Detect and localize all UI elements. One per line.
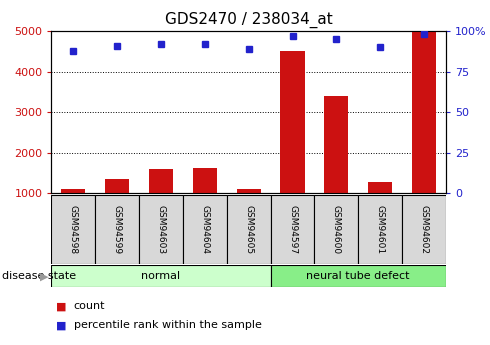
Bar [61, 189, 85, 193]
Title: GDS2470 / 238034_at: GDS2470 / 238034_at [165, 12, 333, 28]
Text: GSM94605: GSM94605 [244, 205, 253, 254]
Text: neural tube defect: neural tube defect [306, 271, 410, 281]
Text: percentile rank within the sample: percentile rank within the sample [74, 321, 261, 330]
Bar [315, 195, 358, 264]
Text: count: count [74, 302, 105, 311]
Text: normal: normal [142, 271, 181, 281]
Bar [237, 189, 261, 193]
Text: disease state: disease state [2, 271, 80, 281]
Bar [105, 179, 129, 193]
Bar [270, 265, 446, 287]
Bar [280, 51, 305, 193]
Bar [227, 195, 270, 264]
Text: GSM94603: GSM94603 [156, 205, 166, 254]
Bar [358, 195, 402, 264]
Text: GSM94604: GSM94604 [200, 205, 209, 254]
Bar [51, 265, 270, 287]
Text: ▶: ▶ [40, 271, 49, 281]
Bar [412, 32, 436, 193]
Bar [402, 195, 446, 264]
Bar [139, 195, 183, 264]
Text: GSM94599: GSM94599 [113, 205, 122, 254]
Text: GSM94597: GSM94597 [288, 205, 297, 254]
Text: GSM94600: GSM94600 [332, 205, 341, 254]
Bar [95, 195, 139, 264]
Bar [368, 182, 392, 193]
Bar [193, 168, 217, 193]
Text: GSM94601: GSM94601 [376, 205, 385, 254]
Text: ■: ■ [56, 302, 67, 311]
Text: ■: ■ [56, 321, 67, 330]
Bar [270, 195, 315, 264]
Text: GSM94602: GSM94602 [419, 205, 428, 254]
Text: GSM94598: GSM94598 [69, 205, 78, 254]
Bar [51, 195, 95, 264]
Bar [149, 169, 173, 193]
Bar [183, 195, 227, 264]
Bar [324, 96, 348, 193]
